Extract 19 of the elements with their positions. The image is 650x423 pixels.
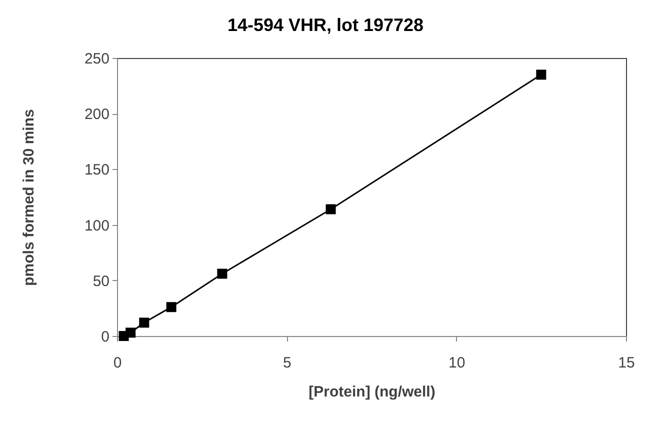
x-tick-label: 5 (282, 354, 292, 372)
y-tick-label: 50 (92, 272, 110, 290)
point (166, 302, 176, 312)
y-axis-title: pmols formed in 30 mins (20, 109, 38, 286)
point (217, 268, 228, 279)
y-tick-label: 150 (84, 162, 110, 179)
y-tick-label: 0 (101, 328, 110, 346)
y-tick-label: 100 (84, 217, 110, 234)
point (536, 70, 546, 80)
point (326, 204, 336, 214)
x-tick-label: 10 (448, 354, 466, 372)
y-tick-label: 250 (84, 50, 110, 68)
chart-title: 14-594 VHR, lot 197728 (227, 15, 424, 35)
x-tick-label: 15 (618, 354, 635, 372)
x-tick-label: 0 (113, 354, 122, 372)
point (126, 328, 136, 338)
x-axis-title: [Protein] (ng/well) (308, 384, 436, 400)
y-tick-label: 200 (84, 106, 110, 124)
point (139, 318, 150, 328)
